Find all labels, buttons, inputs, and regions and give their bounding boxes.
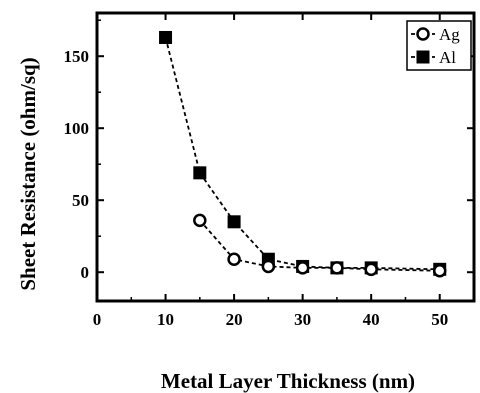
series-line-al <box>164 37 440 271</box>
legend: Ag Al <box>406 20 472 71</box>
y-tick-label: 0 <box>81 263 90 282</box>
data-point-ag <box>261 259 276 274</box>
data-point-al <box>193 166 207 180</box>
legend-marker-ag <box>416 27 430 41</box>
x-tick-label: 30 <box>294 310 311 329</box>
y-tick-label: 100 <box>64 119 90 138</box>
data-point-ag <box>330 261 344 275</box>
x-tick-label: 40 <box>363 310 380 329</box>
legend-label-al: Al <box>439 48 456 67</box>
series-layer <box>159 30 447 278</box>
legend-label-ag: Ag <box>439 25 460 44</box>
x-tick-label: 20 <box>226 310 243 329</box>
data-point-ag <box>193 213 207 228</box>
x-tick-label: 10 <box>157 310 174 329</box>
x-axis: 0 10 20 30 40 50 <box>93 13 448 329</box>
y-tick-label: 50 <box>72 191 89 210</box>
x-tick-label: 0 <box>93 310 102 329</box>
y-tick-label: 150 <box>64 47 90 66</box>
data-point-al <box>227 215 241 229</box>
data-point-ag <box>364 262 378 277</box>
data-point-ag <box>295 261 310 275</box>
data-point-ag <box>432 264 447 278</box>
data-point-al <box>159 30 173 44</box>
y-axis: 0 50 100 150 <box>64 19 474 282</box>
legend-marker-al <box>416 50 430 64</box>
x-axis-title: Metal Layer Thickness (nm) <box>161 369 415 393</box>
y-axis-title: Sheet Resistance (ohm/sq) <box>16 57 40 290</box>
data-point-ag <box>227 252 241 266</box>
plot-frame <box>95 11 476 303</box>
x-tick-label: 50 <box>431 310 448 329</box>
plot-area <box>95 11 476 303</box>
